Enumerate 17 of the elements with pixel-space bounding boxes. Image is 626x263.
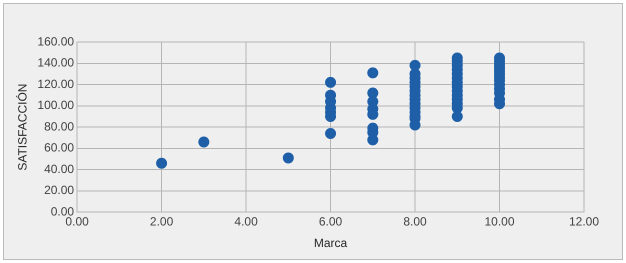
- y-axis-title: SATISFACCIÓN: [16, 84, 30, 171]
- y-tick-label: 140.00: [37, 56, 74, 70]
- y-tick-label: 60.00: [44, 140, 74, 155]
- y-tick-label: 80.00: [44, 119, 74, 134]
- y-tick-label: 40.00: [44, 162, 74, 176]
- x-tick-label: 8.00: [403, 214, 428, 229]
- x-axis-title: Marca: [314, 236, 348, 250]
- y-tick-label: 100.00: [37, 98, 74, 112]
- y-tick-label: 160.00: [37, 34, 74, 48]
- x-tick-label: 12.00: [568, 214, 600, 229]
- x-tick-label: 2.00: [150, 214, 174, 229]
- x-tick-label: 6.00: [318, 214, 343, 229]
- x-tick-label: 10.00: [484, 214, 515, 229]
- y-tick-label: 20.00: [44, 183, 74, 198]
- y-tick-label: 120.00: [37, 76, 74, 91]
- x-tick-label: 0.00: [65, 214, 90, 229]
- x-tick-label: 4.00: [234, 214, 258, 229]
